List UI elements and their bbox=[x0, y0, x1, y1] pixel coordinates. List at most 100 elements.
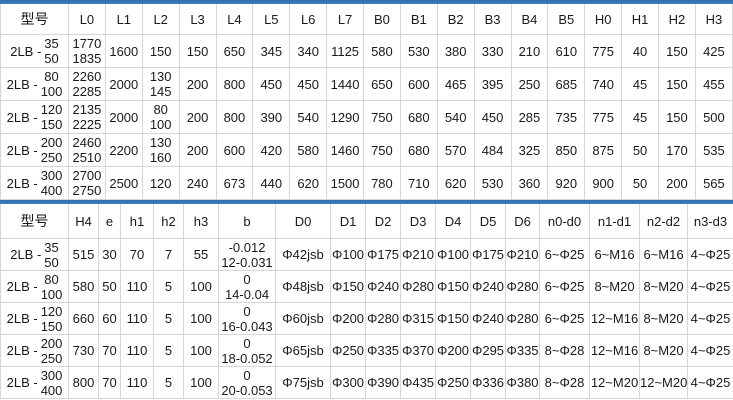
cell-value: 285 bbox=[518, 109, 541, 125]
cell-value: 420 bbox=[260, 142, 283, 158]
lower-table-head: 型号 H4 e h1 h2 h3 b D0 D1 D2 D3 D4 D5 D6 n0-d0 n1-d1 n2-d… bbox=[0, 204, 733, 239]
model-cell: 2LB -120 150 bbox=[0, 302, 69, 335]
cell-value: 1290 bbox=[330, 109, 360, 125]
header-cell: h1 bbox=[120, 204, 154, 239]
header-cell: B0 bbox=[363, 4, 401, 35]
table-cell: 340 bbox=[289, 34, 328, 68]
table-cell: 565 bbox=[694, 166, 733, 200]
cell-value: 8~Φ28 bbox=[544, 375, 585, 390]
cell-value: 484 bbox=[481, 142, 504, 158]
cell-value: 8~M20 bbox=[643, 343, 684, 358]
table-cell: 484 bbox=[473, 133, 512, 167]
table-cell: 2000 bbox=[104, 67, 143, 101]
cell-value: 7 bbox=[164, 247, 173, 262]
table-cell: 610 bbox=[547, 34, 586, 68]
table-cell: 250 bbox=[510, 67, 549, 101]
cell-value: 1460 bbox=[330, 142, 360, 158]
header-cell: D3 bbox=[400, 204, 436, 239]
table-cell: 45 bbox=[621, 67, 659, 101]
cell-value: 100 bbox=[190, 343, 212, 358]
cell-value: 395 bbox=[481, 76, 504, 92]
table-cell: 455 bbox=[694, 67, 733, 101]
table-cell: 390 bbox=[252, 100, 291, 134]
table-cell: 150 bbox=[178, 34, 217, 68]
cell-value: 390 bbox=[260, 109, 283, 125]
header-cell: h2 bbox=[153, 204, 184, 239]
table-cell: 425 bbox=[694, 34, 733, 68]
table-cell: 1500 bbox=[326, 166, 364, 200]
table-cell: 12~M20 bbox=[639, 366, 688, 399]
cell-value: Φ150 bbox=[436, 311, 470, 326]
cell-value: 610 bbox=[555, 43, 578, 59]
model-size-stack: 80 100 bbox=[40, 69, 63, 99]
cell-value: Φ200 bbox=[331, 311, 365, 326]
table-cell: 1600 bbox=[104, 34, 143, 68]
table-cell: 55 bbox=[183, 238, 219, 271]
cell-value: Φ335 bbox=[366, 343, 400, 358]
cell-value: 200 bbox=[186, 76, 209, 92]
table-cell: 800 bbox=[215, 100, 254, 134]
header-cell: D4 bbox=[435, 204, 471, 239]
header-cell: H3 bbox=[694, 4, 733, 35]
cell-value: 130 160 bbox=[149, 135, 172, 165]
header-cell: n1-d1 bbox=[589, 204, 640, 239]
table-cell: 8~M20 bbox=[639, 302, 688, 335]
table-cell: 170 bbox=[658, 133, 696, 167]
cell-value: 800 bbox=[223, 109, 246, 125]
cell-value: 110 bbox=[126, 375, 148, 390]
table-cell: 660 bbox=[68, 302, 99, 335]
cell-value: Φ380 bbox=[506, 375, 539, 390]
cell-value: 380 bbox=[444, 43, 467, 59]
table-cell: 45 bbox=[621, 100, 659, 134]
header-cell: e bbox=[98, 204, 121, 239]
cell-value: Φ48jsb bbox=[282, 279, 324, 294]
cell-value: 750 bbox=[371, 142, 393, 158]
cell-value: 45 bbox=[632, 76, 648, 92]
model-prefix-text: 2LB - bbox=[6, 375, 38, 390]
cell-value: 50 bbox=[632, 142, 648, 158]
cell-value: Φ280 bbox=[506, 311, 539, 326]
header-cell: D5 bbox=[470, 204, 506, 239]
cell-value: -0.012 12-0.031 bbox=[221, 239, 273, 270]
cell-value: 55 bbox=[193, 247, 209, 262]
cell-value: Φ42jsb bbox=[282, 247, 324, 262]
table-cell: 580 bbox=[289, 133, 328, 167]
table-cell: Φ250 bbox=[330, 334, 366, 367]
table-cell: 875 bbox=[584, 133, 623, 167]
table-cell: 110 bbox=[120, 334, 154, 367]
cell-value: 740 bbox=[592, 76, 615, 92]
table-cell: 4~Φ25 bbox=[687, 302, 733, 335]
model-cell: 2LB -120 150 bbox=[0, 100, 69, 134]
table-cell: 5 bbox=[153, 334, 184, 367]
table-cell: 735 bbox=[547, 100, 586, 134]
cell-value: 650 bbox=[223, 43, 246, 59]
cell-value: Φ250 bbox=[436, 375, 470, 390]
table-cell: 685 bbox=[547, 67, 586, 101]
cell-value: 360 bbox=[518, 175, 541, 191]
cell-value: 680 bbox=[407, 109, 430, 125]
table-cell: 1770 1835 bbox=[68, 34, 106, 68]
table-cell: 850 bbox=[547, 133, 586, 167]
table-cell: 775 bbox=[584, 100, 623, 134]
table-cell: Φ175 bbox=[470, 238, 506, 271]
header-row: 型号 L0 L1 L2 L3 L4 L5 L6 L7 B0 B1 B2 B3 B4 B5 H0 H1 H2 H3 bbox=[0, 4, 733, 35]
table-cell: 8~Φ28 bbox=[539, 334, 590, 367]
table-cell: Φ280 bbox=[505, 270, 540, 303]
table-row: 2LB -80 100 580 50 110 5 100 0 14-0.04 Φ48jsb Φ1… bbox=[0, 270, 733, 303]
cell-value: 735 bbox=[555, 109, 578, 125]
table-cell: 6~M16 bbox=[639, 238, 688, 271]
cell-value: 673 bbox=[223, 175, 246, 191]
table-cell: 920 bbox=[547, 166, 586, 200]
cell-value: 710 bbox=[407, 175, 430, 191]
model-prefix-text: 2LB - bbox=[6, 279, 38, 294]
upper-table-head: 型号 L0 L1 L2 L3 L4 L5 L6 L7 B0 B1 B2 B3 B4 B5 H0 H1 H2 H3 bbox=[0, 4, 733, 35]
cell-value: 240 bbox=[186, 175, 209, 191]
table-cell: 240 bbox=[178, 166, 217, 200]
cell-value: 450 bbox=[260, 76, 283, 92]
table-cell: Φ200 bbox=[435, 334, 471, 367]
table-cell: 515 bbox=[68, 238, 99, 271]
table-cell: Φ370 bbox=[400, 334, 436, 367]
table-cell: 4~Φ25 bbox=[687, 366, 733, 399]
cell-value: 70 bbox=[102, 375, 117, 390]
table-cell: 150 bbox=[141, 34, 180, 68]
